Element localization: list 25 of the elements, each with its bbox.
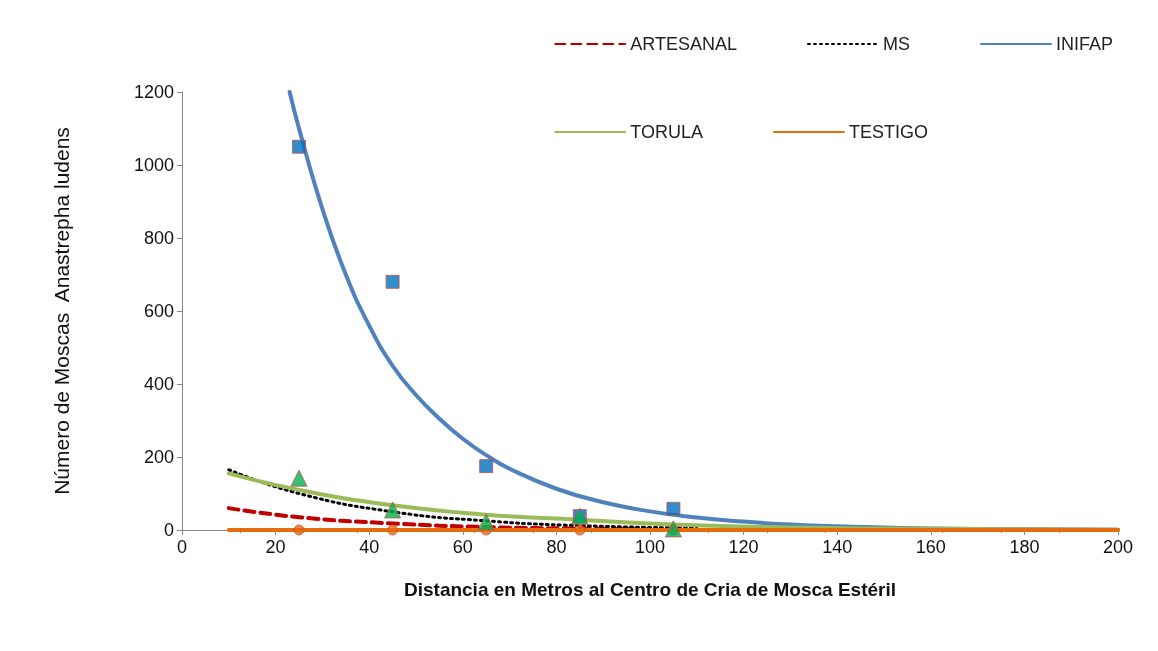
y-tick-label: 1000 <box>133 155 174 175</box>
y-tick-label: 600 <box>143 301 174 321</box>
y-tick-label: 0 <box>163 520 174 540</box>
y-axis-title: Número de Moscas Anastrepha ludens <box>50 127 73 495</box>
x-axis-title: Distancia en Metros al Centro de Cria de Mosca Estéril <box>403 579 897 600</box>
legend-label: TORULA <box>630 122 703 142</box>
y-tick-label: 400 <box>143 374 174 394</box>
legend-label: MS <box>882 34 910 54</box>
legend-label: INIFAP <box>1055 34 1113 54</box>
y-tick-label: 800 <box>143 228 174 248</box>
x-tick-label: 180 <box>1009 537 1040 557</box>
x-tick-label: 140 <box>822 537 853 557</box>
x-tick-label: 100 <box>634 537 666 557</box>
y-tick-label: 200 <box>143 447 174 467</box>
x-tick-label: 200 <box>1102 537 1134 557</box>
x-tick-label: 80 <box>546 537 567 557</box>
y-tick-label: 1200 <box>133 82 174 102</box>
x-tick-label: 0 <box>176 537 188 557</box>
x-tick-label: 120 <box>728 537 759 557</box>
legend-label: TESTIGO <box>848 122 928 142</box>
x-tick-label: 40 <box>359 537 380 557</box>
x-tick-label: 60 <box>452 537 473 557</box>
legend-label: ARTESANAL <box>630 34 737 54</box>
x-tick-label: 160 <box>915 537 946 557</box>
x-tick-label: 20 <box>265 537 286 557</box>
